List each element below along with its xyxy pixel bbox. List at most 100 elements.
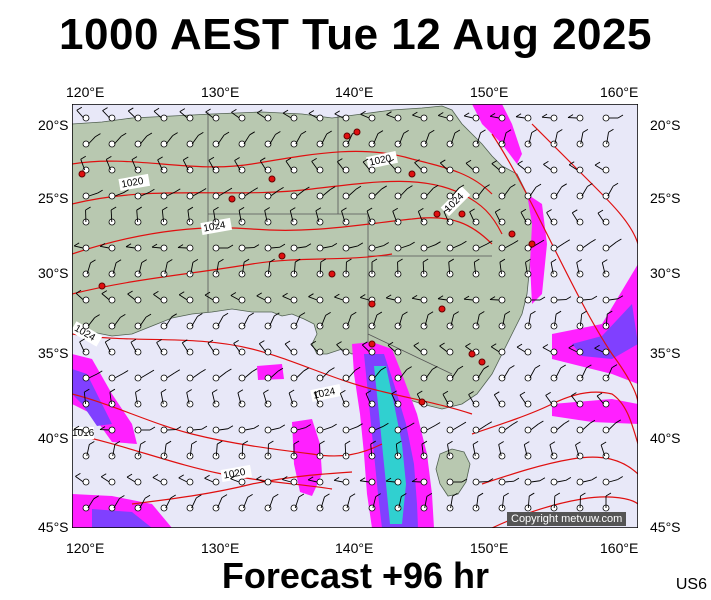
wind-station-icon: [576, 114, 584, 122]
wind-station-icon: [108, 114, 116, 122]
wind-station-icon: [82, 348, 90, 356]
wind-station-icon: [264, 374, 272, 382]
wind-station-icon: [498, 114, 506, 122]
wind-barb-icon: [516, 116, 526, 119]
wind-barb-icon: [298, 493, 305, 498]
wind-station-icon: [498, 348, 506, 356]
wind-barb-icon: [608, 241, 617, 249]
city-markers: [78, 128, 536, 406]
wind-barb-icon: [530, 480, 540, 483]
wind-station-icon: [472, 504, 480, 512]
wind-barb-icon: [319, 440, 325, 445]
wind-barb-icon: [357, 423, 363, 428]
lon-label-top: 120°E: [66, 84, 105, 100]
wind-barb-icon: [100, 245, 110, 249]
wind-barb-icon: [127, 110, 136, 119]
wind-barb-icon: [336, 341, 342, 345]
wind-station-icon: [212, 374, 220, 382]
wind-barb-icon: [242, 262, 245, 275]
wind-station-icon: [576, 244, 584, 252]
wind-station-icon: [238, 296, 246, 304]
lat-label-right: 25°S: [650, 190, 681, 206]
wind-station-icon: [212, 322, 220, 330]
wind-station-icon: [446, 504, 454, 512]
city-marker-icon: [528, 240, 536, 248]
wind-barb-icon: [523, 444, 528, 457]
wind-barb-icon: [75, 289, 82, 294]
wind-barb-icon: [144, 494, 151, 499]
wind-barb-icon: [469, 208, 475, 213]
lat-label-left: 20°S: [38, 117, 69, 133]
wind-barb-icon: [568, 344, 574, 349]
wind-barb-icon: [498, 444, 502, 457]
wind-barb-icon: [218, 190, 228, 197]
wind-barb-icon: [191, 440, 197, 445]
wind-barb-icon: [346, 315, 352, 327]
wind-barb-icon: [582, 298, 593, 301]
wind-station-icon: [576, 218, 584, 226]
wind-barb-icon: [581, 367, 587, 379]
wind-barb-icon: [308, 113, 318, 119]
wind-barb-icon: [359, 477, 366, 482]
wind-barb-icon: [360, 297, 370, 301]
wind-barb-icon: [435, 241, 441, 246]
wind-barb-icon: [477, 187, 485, 197]
wind-barb-icon: [556, 479, 566, 483]
wind-station-icon: [212, 270, 220, 278]
wind-station-icon: [238, 374, 246, 382]
wind-station-icon: [264, 244, 272, 252]
wind-station-icon: [238, 322, 246, 330]
wind-barb-icon: [227, 425, 234, 430]
wind-station-icon: [316, 296, 324, 304]
wind-station-icon: [82, 322, 90, 330]
wind-station-icon: [446, 322, 454, 330]
wind-station-icon: [264, 192, 272, 200]
wind-station-icon: [108, 478, 116, 486]
wind-barb-icon: [383, 422, 389, 427]
wind-station-icon: [316, 244, 324, 252]
wind-barb-icon: [75, 472, 81, 477]
wind-barb-icon: [153, 293, 162, 301]
wind-station-icon: [342, 166, 350, 174]
wind-barb-icon: [288, 392, 294, 405]
wind-barb-icon: [464, 115, 474, 119]
wind-barb-icon: [412, 114, 422, 119]
wind-barb-icon: [296, 427, 306, 431]
wind-barb-icon: [528, 132, 533, 145]
wind-station-icon: [498, 478, 506, 486]
wind-barb-icon: [348, 188, 357, 197]
wind-station-icon: [290, 270, 298, 278]
wind-barb-icon: [230, 295, 240, 301]
lat-label-right: 35°S: [650, 345, 681, 361]
wind-barb-icon: [99, 426, 106, 430]
wind-barb-icon: [110, 206, 117, 211]
wind-barb-icon: [166, 372, 176, 379]
wind-station-icon: [550, 270, 558, 278]
wind-station-icon: [264, 426, 272, 434]
wind-barb-icon: [177, 244, 184, 248]
wind-barb-icon: [412, 297, 422, 301]
wind-barb-icon: [590, 238, 596, 243]
lat-label-right: 30°S: [650, 265, 681, 281]
wind-station-icon: [186, 452, 194, 460]
wind-barb-icon: [581, 310, 587, 315]
wind-barb-icon: [128, 107, 134, 112]
wind-station-icon: [82, 374, 90, 382]
wind-barb-icon: [432, 184, 439, 189]
wind-barb-icon: [282, 292, 288, 297]
wind-barb-icon: [230, 478, 240, 483]
wind-barb-icon: [478, 424, 488, 431]
isobar-label: 1020: [121, 176, 145, 191]
wind-barb-icon: [139, 316, 147, 327]
wind-station-icon: [368, 426, 376, 434]
wind-station-icon: [212, 296, 220, 304]
wind-barb-icon: [295, 134, 302, 145]
wind-barb-icon: [477, 492, 484, 497]
wind-barb-icon: [567, 114, 574, 118]
wind-station-icon: [212, 218, 220, 226]
wind-station-icon: [108, 400, 116, 408]
wind-barb-icon: [425, 187, 434, 197]
wind-barb-icon: [596, 395, 605, 405]
wind-barb-icon: [208, 156, 215, 161]
wind-barb-icon: [293, 262, 296, 275]
